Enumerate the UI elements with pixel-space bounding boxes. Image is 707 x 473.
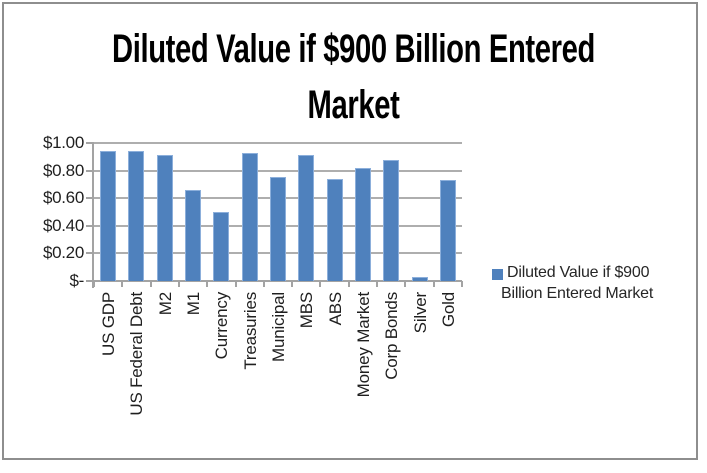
y-axis-label: $1.00	[42, 133, 84, 152]
x-axis-tick	[319, 281, 322, 287]
x-axis-category-label: Silver	[410, 292, 430, 334]
y-axis-label: $0.20	[42, 243, 84, 263]
plot-gridline	[94, 142, 462, 144]
legend-marker-swatch	[492, 269, 503, 280]
x-axis-tick	[234, 281, 237, 287]
x-axis-category-label: Municipal	[269, 292, 288, 363]
x-axis-category-label: Gold	[438, 292, 458, 328]
bar-us-federal-debt	[128, 151, 145, 281]
x-axis-tick	[177, 281, 180, 287]
y-axis-tick	[86, 142, 92, 144]
x-axis-category-label: Treasuries	[240, 292, 260, 370]
y-axis-tick	[86, 280, 92, 282]
x-axis-category-label: US Federal Debt	[127, 292, 147, 416]
bar-mbs	[298, 155, 315, 281]
bar-m2	[156, 155, 173, 281]
bar-us-gdp	[100, 151, 117, 281]
x-axis-tick	[432, 281, 435, 287]
y-axis-label: $0.40	[42, 215, 84, 235]
bar-municipal	[270, 177, 286, 281]
x-axis-tick	[262, 281, 265, 287]
x-axis-tick	[291, 281, 294, 287]
y-axis-label: $0.80	[42, 160, 84, 180]
bar-abs	[326, 179, 343, 281]
plot-gridline	[94, 169, 462, 172]
bar-m1	[185, 190, 202, 281]
x-axis-category-label: M1	[184, 292, 204, 316]
x-axis-category-label: US GDP	[99, 292, 119, 356]
x-axis-tick	[206, 281, 209, 287]
y-axis-line	[92, 142, 94, 288]
y-axis-tick	[86, 252, 92, 255]
y-axis-label: $-	[69, 271, 84, 290]
legend-label-line-2: Billion Entered Market	[501, 285, 654, 302]
x-axis-line	[92, 280, 462, 282]
y-axis-tick	[86, 224, 92, 227]
bar-corp-bonds	[383, 160, 400, 281]
bar-silver	[411, 277, 428, 281]
bar-gold	[439, 180, 456, 281]
bar-treasuries	[241, 153, 258, 281]
x-axis-category-label: Money Market	[353, 292, 373, 398]
x-axis-tick	[404, 281, 407, 287]
x-axis-tick	[149, 281, 152, 287]
chart-title-line-1: Diluted Value if $900 Billion Entered	[111, 27, 596, 71]
bar-currency	[213, 212, 230, 281]
y-axis-label: $0.60	[42, 188, 84, 208]
x-axis-tick	[461, 281, 463, 287]
x-axis-category-label: ABS	[325, 292, 345, 326]
chart-title-line-2: Market	[307, 83, 400, 127]
bar-money-market	[354, 168, 371, 281]
x-axis-tick	[93, 281, 95, 287]
y-axis-tick	[86, 197, 92, 200]
x-axis-category-label: M2	[155, 292, 175, 316]
legend-label-line-1: Diluted Value if $900	[507, 264, 650, 281]
x-axis-category-label: MBS	[297, 292, 317, 329]
x-axis-category-label: Currency	[212, 292, 232, 360]
x-axis-tick	[347, 281, 350, 287]
chart-title: Diluted Value if $900 Billion Entered Ma…	[0, 21, 707, 133]
x-axis-category-label: Corp Bonds	[382, 292, 402, 380]
x-axis-tick	[121, 281, 124, 287]
x-axis-tick	[376, 281, 379, 287]
y-axis-tick	[86, 169, 92, 172]
